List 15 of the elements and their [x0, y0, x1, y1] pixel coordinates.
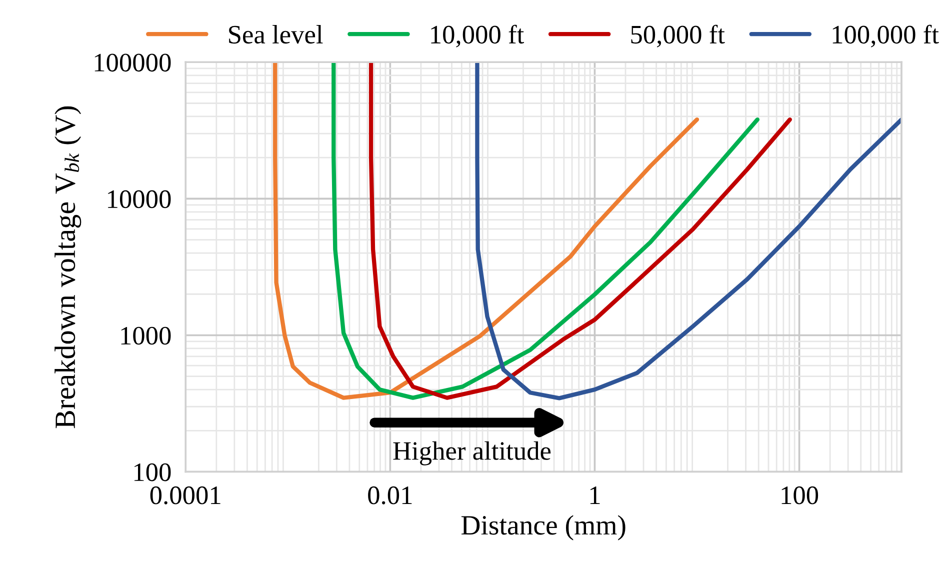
- legend-label: Sea level: [229, 25, 323, 44]
- y-tick-label: 100000: [94, 54, 171, 72]
- x-tick-label: 1: [590, 486, 600, 504]
- legend-label: 50,000 ft: [631, 24, 725, 48]
- x-tick-label: 0.0001: [150, 486, 220, 504]
- y-tick-label: 100: [134, 463, 171, 482]
- legend-label: 100,000 ft: [832, 24, 939, 48]
- annotation: Higher altitude: [393, 441, 551, 466]
- x-axis-title: Distance (mm): [461, 515, 626, 540]
- y-tick-label: 1000: [121, 326, 171, 345]
- x-tick-label: 0.01: [368, 486, 412, 504]
- legend-label: 10,000 ft: [431, 24, 524, 48]
- y-axis-title: Breakdown voltage V$_{bk}$ (V): [54, 106, 82, 428]
- y-tick-label: 10000: [108, 190, 171, 208]
- x-tick-label: 100: [782, 486, 818, 504]
